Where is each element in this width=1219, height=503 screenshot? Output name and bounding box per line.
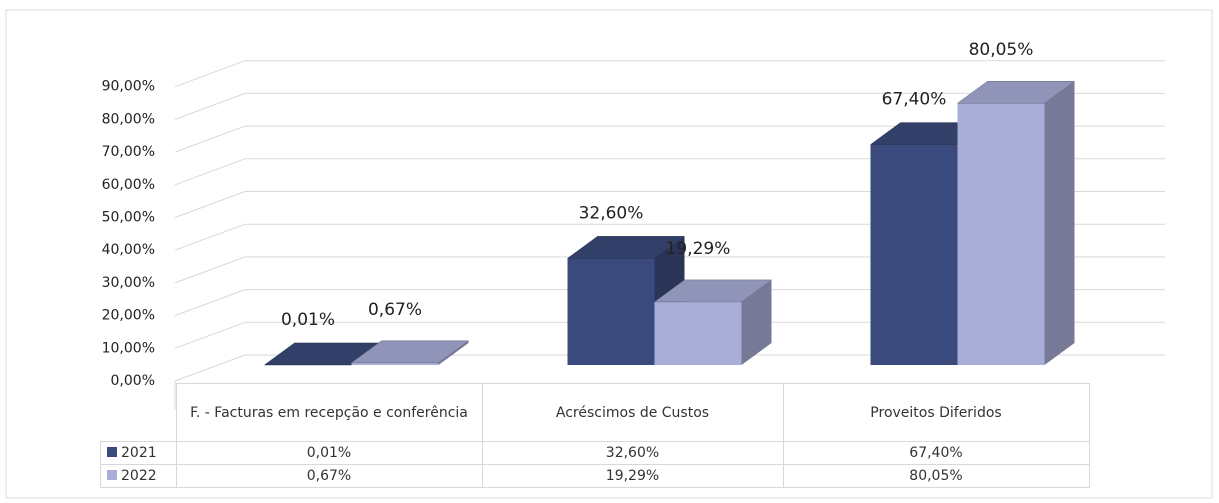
value-label: 19,29% — [666, 239, 731, 259]
bar-side — [741, 279, 772, 365]
value-label: 67,40% — [882, 90, 947, 110]
bar-side — [1044, 81, 1075, 365]
grid-line-side — [174, 256, 246, 284]
bar-top — [956, 80, 1076, 104]
grid-line-side — [174, 158, 246, 186]
value-label: 0,67% — [368, 300, 422, 320]
legend-label: 2022 — [121, 468, 157, 484]
grid-line-side — [174, 191, 246, 218]
category-cell: Proveitos Diferidos — [782, 383, 1090, 442]
legend-key — [107, 447, 117, 457]
y-tick-label: 80,00% — [102, 111, 155, 127]
grid-line-side — [174, 92, 246, 120]
grid-line-side — [174, 223, 246, 251]
category-cell: F. - Facturas em recepção e conferência — [175, 383, 483, 442]
bar — [957, 103, 1045, 365]
value-label: 0,01% — [281, 310, 335, 330]
grid-line-side — [174, 321, 246, 349]
y-tick-label: 70,00% — [102, 144, 155, 160]
corner — [100, 383, 177, 442]
legend-label: 2021 — [121, 445, 157, 461]
bar-top — [566, 236, 686, 259]
table-value: 19,29% — [481, 464, 784, 488]
table-value: 80,05% — [782, 464, 1090, 488]
grid-line-side — [174, 354, 246, 382]
data-table: F. - Facturas em recepção e conferência … — [100, 383, 1090, 488]
bar — [654, 301, 742, 365]
category-cell: Acréscimos de Custos — [481, 383, 784, 442]
value-label: 80,05% — [969, 40, 1034, 60]
y-tick-label: 20,00% — [102, 308, 155, 324]
legend-key — [107, 470, 117, 480]
y-tick-label: 40,00% — [102, 242, 155, 258]
y-tick-label: 30,00% — [102, 275, 155, 291]
table-value: 32,60% — [481, 441, 784, 465]
y-tick-label: 60,00% — [102, 177, 155, 193]
table-row: 2021 0,01% 32,60% 67,40% — [100, 441, 1090, 465]
bar-side — [438, 340, 469, 365]
y-tick-label: 10,00% — [102, 340, 155, 356]
y-tick-label: 90,00% — [102, 79, 155, 95]
grid-line-side — [174, 125, 246, 153]
grid-line-side — [174, 289, 246, 317]
y-tick-label: 50,00% — [102, 210, 155, 226]
bar-top — [350, 340, 470, 364]
value-label: 32,60% — [579, 203, 644, 223]
legend-cell: 2022 — [100, 464, 177, 488]
legend-cell: 2021 — [100, 441, 177, 465]
bar-top — [653, 279, 773, 303]
bar — [870, 144, 958, 365]
table-value: 67,40% — [782, 441, 1090, 465]
bar — [351, 362, 439, 365]
frame — [5, 9, 1213, 499]
table-value: 0,67% — [175, 464, 483, 488]
grid-line-side — [174, 60, 246, 88]
table-value: 0,01% — [175, 441, 483, 465]
table-row: 2022 0,67% 19,29% 80,05% — [100, 464, 1090, 488]
bar — [567, 258, 655, 365]
